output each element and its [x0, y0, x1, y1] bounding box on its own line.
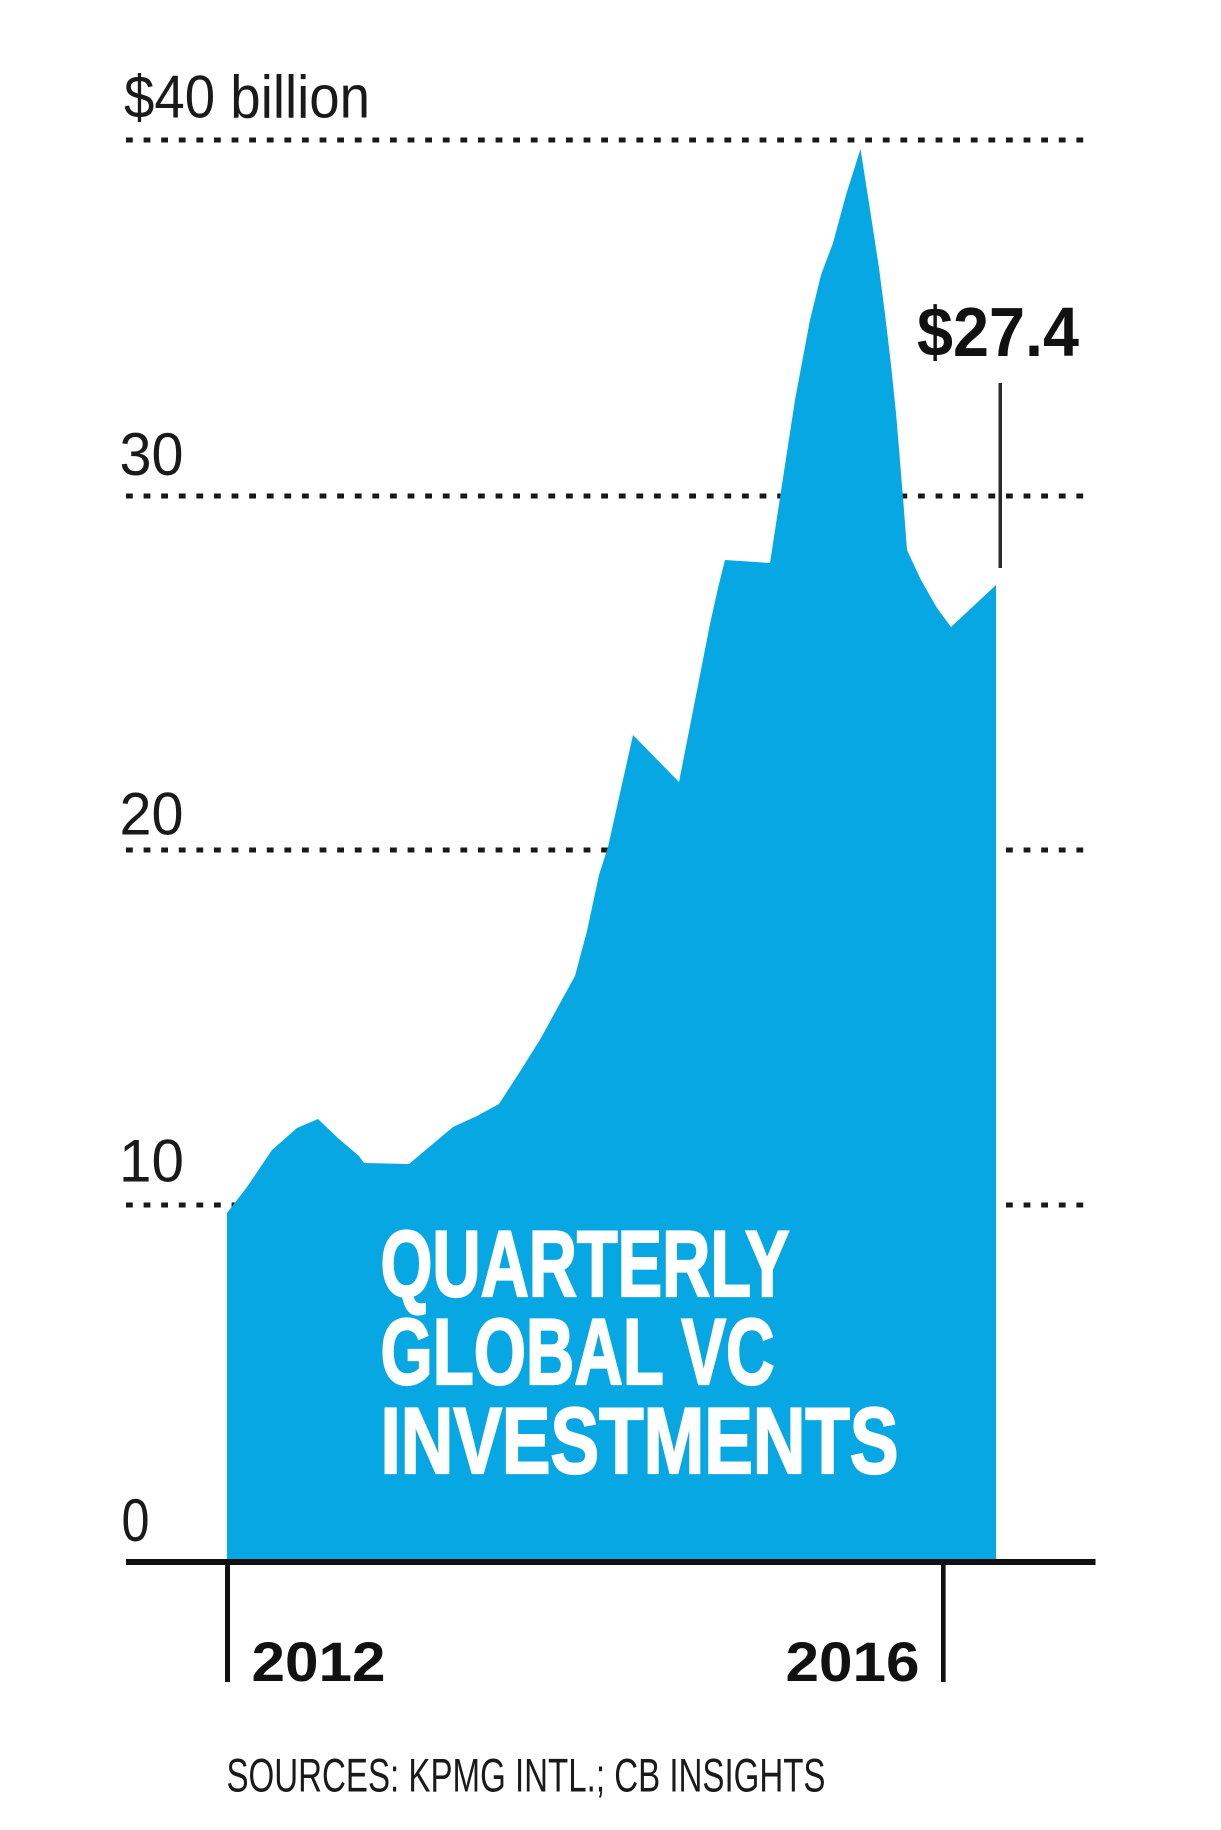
svg-text:GLOBAL VC: GLOBAL VC	[381, 1299, 775, 1404]
svg-text:0: 0	[122, 1487, 150, 1554]
svg-text:2016: 2016	[786, 1630, 920, 1693]
svg-text:$27.4: $27.4	[917, 293, 1079, 371]
svg-text:SOURCES: KPMG INTL.; CB INSIGH: SOURCES: KPMG INTL.; CB INSIGHTS	[227, 1749, 826, 1802]
svg-text:10: 10	[119, 1128, 184, 1195]
svg-text:$40 billion: $40 billion	[124, 64, 370, 131]
svg-text:INVESTMENTS: INVESTMENTS	[381, 1388, 899, 1493]
svg-text:2012: 2012	[252, 1630, 386, 1693]
svg-text:QUARTERLY: QUARTERLY	[381, 1211, 790, 1316]
svg-text:20: 20	[120, 781, 184, 848]
svg-text:30: 30	[120, 421, 184, 488]
